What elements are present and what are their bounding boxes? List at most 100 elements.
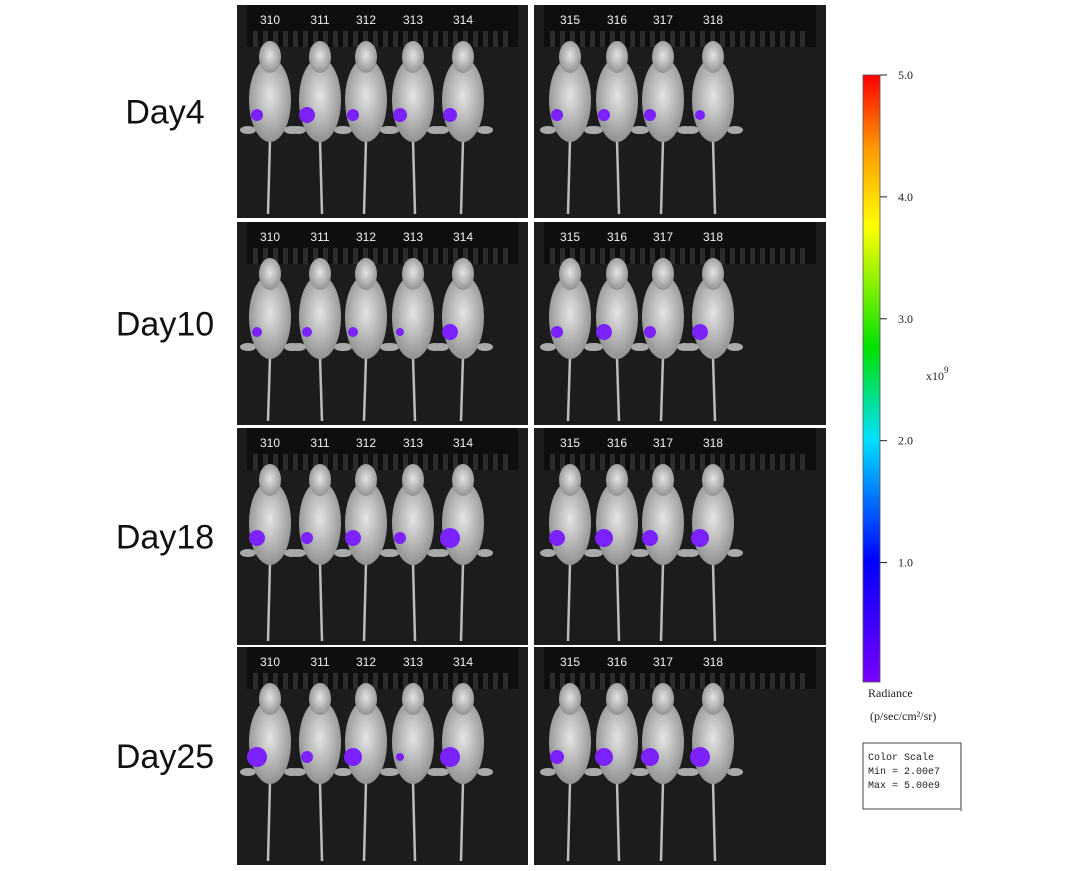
rack-tooth (560, 31, 565, 47)
rack-tooth (443, 248, 448, 264)
mouse-leg (290, 549, 306, 557)
mouse-head (606, 683, 628, 715)
tumor-signal (595, 748, 613, 766)
mouse-tail (615, 562, 621, 642)
mouse-head (559, 41, 581, 73)
mouse-tail (318, 781, 324, 862)
rack-tooth (273, 454, 278, 470)
rack-tooth (273, 31, 278, 47)
rack-tooth (550, 31, 555, 47)
mouse-id: 313 (403, 230, 423, 244)
mouse-body (549, 58, 591, 142)
mouse-tail (362, 139, 368, 215)
rack-tooth (283, 248, 288, 264)
mouse-head (402, 258, 424, 290)
rack-tooth (373, 31, 378, 47)
rack-tooth (750, 673, 755, 689)
rack-tooth (660, 454, 665, 470)
scale-min: Min = 2.00e7 (868, 766, 940, 778)
tumor-signal (344, 748, 362, 766)
mouse-id: 313 (403, 13, 423, 27)
rack-tooth (600, 454, 605, 470)
rack-tooth (483, 31, 488, 47)
mouse-head (309, 464, 331, 496)
mouse-body (392, 700, 434, 784)
mouse-tail (318, 356, 324, 422)
mouse-head (402, 41, 424, 73)
rack-tooth (473, 673, 478, 689)
mouse-head (355, 41, 377, 73)
rack-tooth (720, 248, 725, 264)
mouse-body (392, 481, 434, 565)
imaging-panel: 310 311 312 313 314 (237, 428, 528, 645)
rack-tooth (463, 31, 468, 47)
rack-tooth (550, 673, 555, 689)
rack-tooth (423, 31, 428, 47)
tumor-signal (551, 109, 563, 121)
rack (247, 428, 518, 470)
mouse-id: 315 (560, 436, 580, 450)
colorbar-tick-label: 2.0 (898, 434, 913, 448)
tumor-signal (644, 109, 656, 121)
mouse-body (392, 275, 434, 359)
rack-tooth (393, 673, 398, 689)
rack-tooth (403, 673, 408, 689)
color-bar (862, 74, 881, 683)
rack-tooth (790, 673, 795, 689)
rack-tooth (760, 673, 765, 689)
rack-tooth (403, 248, 408, 264)
rack-tooth (433, 248, 438, 264)
rack-tooth (670, 248, 675, 264)
rack-tooth (303, 248, 308, 264)
rack-tooth (413, 248, 418, 264)
mouse-tail (411, 139, 417, 215)
tumor-signal (596, 324, 612, 340)
mouse-leg (290, 768, 306, 776)
imaging-panel: 310 311 312 313 314 (237, 647, 528, 865)
rack-tooth (630, 454, 635, 470)
rack-tooth (620, 31, 625, 47)
mouse-body (596, 58, 638, 142)
mouse-tail (362, 356, 368, 422)
rack-tooth (463, 673, 468, 689)
mouse-id: 318 (703, 230, 723, 244)
mouse-tail (266, 139, 272, 215)
day-label: Day4 (125, 94, 204, 132)
mouse-tail (318, 562, 324, 642)
rack-tooth (313, 248, 318, 264)
mouse-leg (633, 126, 649, 134)
tumor-signal (692, 324, 708, 340)
rack-tooth (323, 248, 328, 264)
tumor-signal (396, 328, 404, 336)
mouse-head (309, 41, 331, 73)
tumor-signal (690, 747, 710, 767)
mouse-tail (411, 562, 417, 642)
rack-tooth (700, 248, 705, 264)
tumor-signal (550, 750, 564, 764)
mouse-leg (477, 549, 493, 557)
rack-tooth (413, 454, 418, 470)
mouse-leg (336, 126, 352, 134)
rack-tooth (800, 31, 805, 47)
imaging-panel: 315 316 317 318 (534, 428, 826, 645)
rack-tooth (760, 454, 765, 470)
tumor-signal (595, 529, 613, 547)
imaging-panel: 310 311 312 313 314 (237, 5, 528, 218)
mouse-id: 312 (356, 436, 376, 450)
unit-title: Radiance (868, 686, 913, 700)
mouse-head (259, 41, 281, 73)
rack-tooth (343, 31, 348, 47)
rack-tooth (353, 454, 358, 470)
rack-tooth (590, 31, 595, 47)
tumor-signal (249, 530, 265, 546)
tumor-signal (393, 108, 407, 122)
rack-tooth (560, 248, 565, 264)
mouse-leg (336, 768, 352, 776)
rack-tooth (433, 454, 438, 470)
rack-tooth (780, 673, 785, 689)
rack-tooth (443, 454, 448, 470)
mouse-tail (566, 562, 572, 642)
day-label: Day25 (116, 738, 214, 776)
mouse-head (452, 464, 474, 496)
tumor-signal (695, 110, 705, 120)
